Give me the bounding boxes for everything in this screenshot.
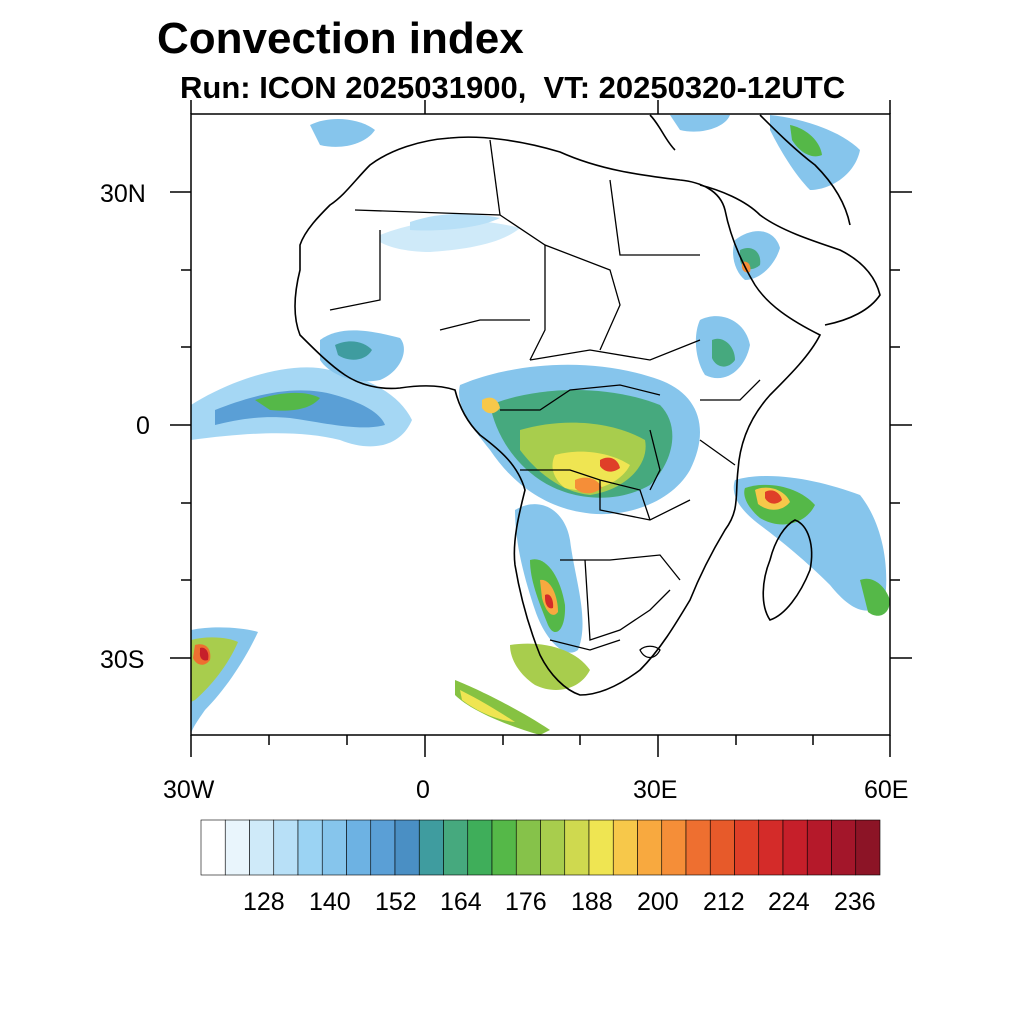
colorbar-label: 200 bbox=[637, 888, 679, 916]
convection-area-mediterranean bbox=[310, 118, 375, 147]
colorbar-swatch bbox=[467, 819, 493, 876]
colorbar-swatch bbox=[831, 819, 857, 876]
lon-tick-0: 0 bbox=[416, 776, 430, 804]
colorbar-swatch bbox=[661, 819, 687, 876]
colorbar-swatch bbox=[418, 819, 444, 876]
colorbar-swatch bbox=[709, 819, 735, 876]
country-borders bbox=[329, 139, 761, 659]
colorbar-swatch bbox=[612, 819, 638, 876]
colorbar-label: 176 bbox=[505, 888, 547, 916]
colorbar-label: 128 bbox=[243, 888, 285, 916]
lat-tick-0: 0 bbox=[136, 412, 150, 440]
colorbar-swatch bbox=[515, 819, 541, 876]
colorbar-swatch bbox=[394, 819, 420, 876]
colorbar-swatch bbox=[370, 819, 396, 876]
colorbar-swatch bbox=[758, 819, 784, 876]
colorbar-swatch bbox=[806, 819, 832, 876]
colorbar-label: 152 bbox=[375, 888, 417, 916]
colorbar-swatch bbox=[200, 819, 226, 876]
colorbar-label: 224 bbox=[768, 888, 810, 916]
lon-tick-30e: 30E bbox=[633, 776, 678, 804]
colorbar-label: 164 bbox=[440, 888, 482, 916]
colorbar-label: 236 bbox=[834, 888, 876, 916]
colorbar-swatch bbox=[782, 819, 808, 876]
colorbar-swatch bbox=[297, 819, 323, 876]
colorbar-swatch bbox=[734, 819, 760, 876]
colorbar-swatch bbox=[540, 819, 566, 876]
colorbar-swatch bbox=[273, 819, 299, 876]
convection-field bbox=[191, 115, 890, 735]
colorbar-swatch bbox=[443, 819, 469, 876]
chart-title: Convection index bbox=[157, 14, 524, 63]
colorbar-swatch bbox=[855, 819, 881, 876]
colorbar-label: 212 bbox=[703, 888, 745, 916]
colorbar-swatch bbox=[346, 819, 372, 876]
chart-subtitle: Run: ICON 2025031900, VT: 20250320-12UTC bbox=[180, 70, 846, 105]
lon-tick-30w: 30W bbox=[163, 776, 215, 804]
madagascar-outline bbox=[762, 519, 813, 621]
convection-area-south-africa bbox=[510, 643, 590, 690]
colorbar-swatch bbox=[249, 819, 275, 876]
colorbar-swatch bbox=[685, 819, 711, 876]
coastlines bbox=[294, 114, 881, 696]
colorbar-label: 188 bbox=[571, 888, 613, 916]
colorbar bbox=[200, 819, 881, 876]
lat-tick-30s: 30S bbox=[100, 646, 145, 674]
axis-ticks bbox=[170, 100, 912, 757]
colorbar-swatch bbox=[588, 819, 614, 876]
colorbar-swatch bbox=[321, 819, 347, 876]
lon-tick-60e: 60E bbox=[864, 776, 909, 804]
colorbar-swatch bbox=[491, 819, 517, 876]
colorbar-swatch bbox=[637, 819, 663, 876]
lat-tick-30n: 30N bbox=[100, 180, 146, 208]
colorbar-label: 140 bbox=[309, 888, 351, 916]
colorbar-swatch bbox=[224, 819, 250, 876]
colorbar-swatch bbox=[564, 819, 590, 876]
